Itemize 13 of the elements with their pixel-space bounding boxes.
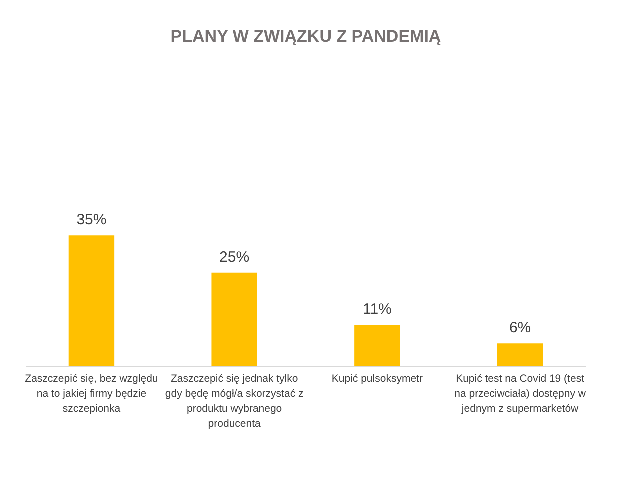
x-tick-label: Zaszczepić się jednak tylko gdy będę mógł/a skorzystać z produktu wybranego producenta: [165, 373, 304, 430]
bar: [497, 344, 544, 366]
chart-title: PLANY W ZWIĄZKU Z PANDEMIĄ: [170, 27, 442, 46]
x-tick-label: Kupić pulsoksymetr: [332, 373, 424, 385]
data-label: 6%: [509, 320, 532, 337]
bar: [68, 236, 115, 366]
bar: [354, 325, 400, 366]
x-tick-label: Kupić test na Covid 19 (test na przeciwciała) dostępny w jednym z supermarketów: [454, 373, 586, 415]
bar: [212, 272, 258, 366]
data-label: 35%: [76, 212, 107, 229]
x-tick-label: Zaszczepić się, bez względu na to jakiej firmy będzie szczepionka: [25, 373, 158, 415]
data-label: 11%: [362, 301, 392, 318]
data-label: 25%: [220, 248, 250, 266]
